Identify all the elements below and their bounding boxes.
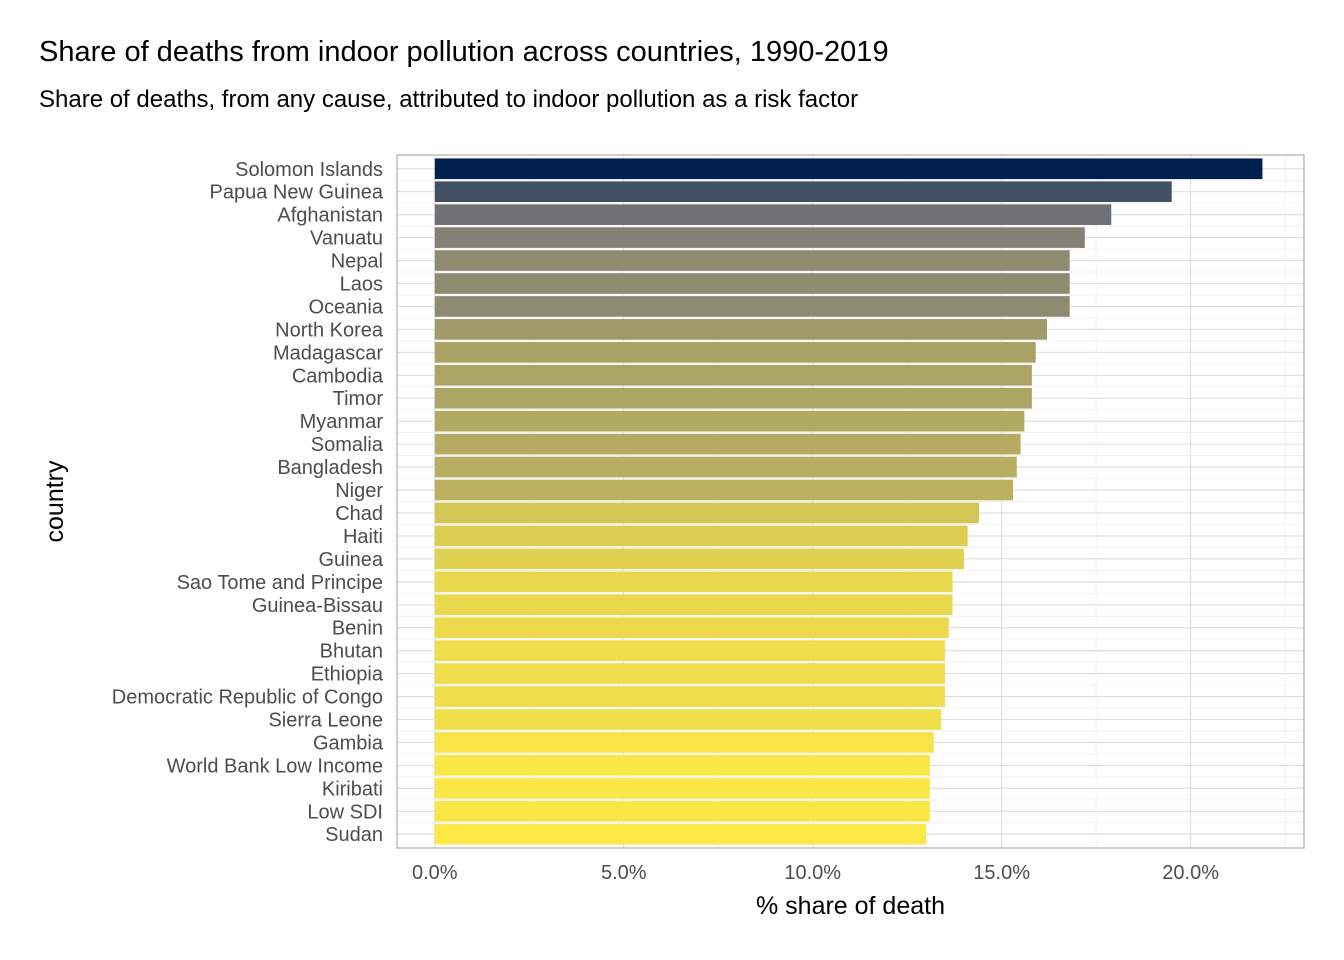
bar	[434, 548, 964, 570]
y-tick-label: Somalia	[311, 434, 384, 456]
bar	[434, 433, 1021, 455]
bar	[434, 732, 934, 753]
bar	[434, 456, 1017, 478]
chart-subtitle: Share of deaths, from any cause, attribu…	[39, 86, 859, 113]
bar	[434, 319, 1048, 340]
bar	[434, 204, 1112, 225]
y-tick-label: Madagascar	[273, 342, 383, 364]
bar	[434, 663, 945, 684]
bars	[434, 158, 1263, 845]
y-tick-label: Nepal	[331, 251, 383, 273]
y-tick-label: Sao Tome and Principe	[177, 572, 383, 594]
bar	[434, 387, 1032, 409]
y-tick-label: Chad	[335, 503, 383, 525]
y-tick-label: Laos	[340, 274, 383, 296]
x-tick-label: 15.0%	[973, 862, 1030, 884]
y-tick-label: Myanmar	[300, 411, 384, 433]
bar	[434, 273, 1070, 294]
chart-title: Share of deaths from indoor pollution ac…	[39, 36, 889, 68]
y-tick-label: North Korea	[275, 319, 384, 341]
y-tick-label: Ethiopia	[311, 664, 384, 686]
bar	[434, 617, 949, 639]
y-tick-label: Guinea-Bissau	[252, 595, 383, 617]
bar	[434, 686, 945, 707]
bar	[434, 778, 930, 799]
y-tick-label: Low SDI	[307, 801, 383, 823]
bar	[434, 525, 968, 547]
x-tick-label: 10.0%	[784, 862, 841, 884]
bar	[434, 640, 945, 661]
bar	[434, 227, 1085, 248]
bar	[434, 364, 1032, 386]
panel-border	[396, 154, 1305, 849]
y-tick-label: Cambodia	[292, 365, 384, 387]
x-tick-labels: 0.0% 5.0% 10.0% 15.0% 20.0%	[412, 862, 1219, 884]
y-tick-label: Timor	[333, 388, 384, 410]
bar	[434, 755, 930, 776]
y-tick-label: Sierra Leone	[268, 709, 383, 731]
bar	[434, 800, 930, 822]
y-tick-label: Oceania	[309, 296, 384, 318]
bar	[434, 410, 1025, 432]
y-tick-label: Vanuatu	[310, 228, 383, 250]
y-tick-label: Guinea	[319, 549, 384, 571]
bar	[434, 571, 953, 593]
y-tick-label: Haiti	[343, 526, 383, 548]
bar	[434, 823, 927, 845]
bar	[434, 709, 942, 730]
bar	[434, 502, 979, 524]
bar	[434, 250, 1070, 271]
y-tick-label: Gambia	[313, 732, 384, 754]
y-tick-label: Solomon Islands	[235, 159, 383, 181]
x-tick-label: 0.0%	[412, 862, 458, 884]
y-tick-label: Democratic Republic of Congo	[112, 687, 383, 709]
bar	[434, 342, 1036, 363]
y-tick-label: Bhutan	[320, 641, 383, 663]
bar	[434, 158, 1263, 180]
bar	[434, 594, 953, 616]
y-tick-label: Papua New Guinea	[210, 182, 384, 204]
y-tick-label: Sudan	[325, 824, 383, 846]
y-axis-title: country	[41, 460, 69, 542]
y-tick-label: Afghanistan	[277, 205, 383, 227]
y-tick-label: World Bank Low Income	[167, 755, 383, 777]
y-tick-label: Kiribati	[322, 778, 383, 800]
y-tick-label: Bangladesh	[277, 457, 383, 479]
bar	[434, 479, 1014, 501]
x-tick-label: 5.0%	[601, 862, 647, 884]
bar	[434, 296, 1070, 317]
bar	[434, 181, 1172, 203]
y-tick-label: Niger	[335, 480, 383, 502]
x-tick-label: 20.0%	[1162, 862, 1219, 884]
x-axis-title: % share of death	[756, 892, 945, 920]
y-tick-label: Benin	[332, 618, 383, 640]
